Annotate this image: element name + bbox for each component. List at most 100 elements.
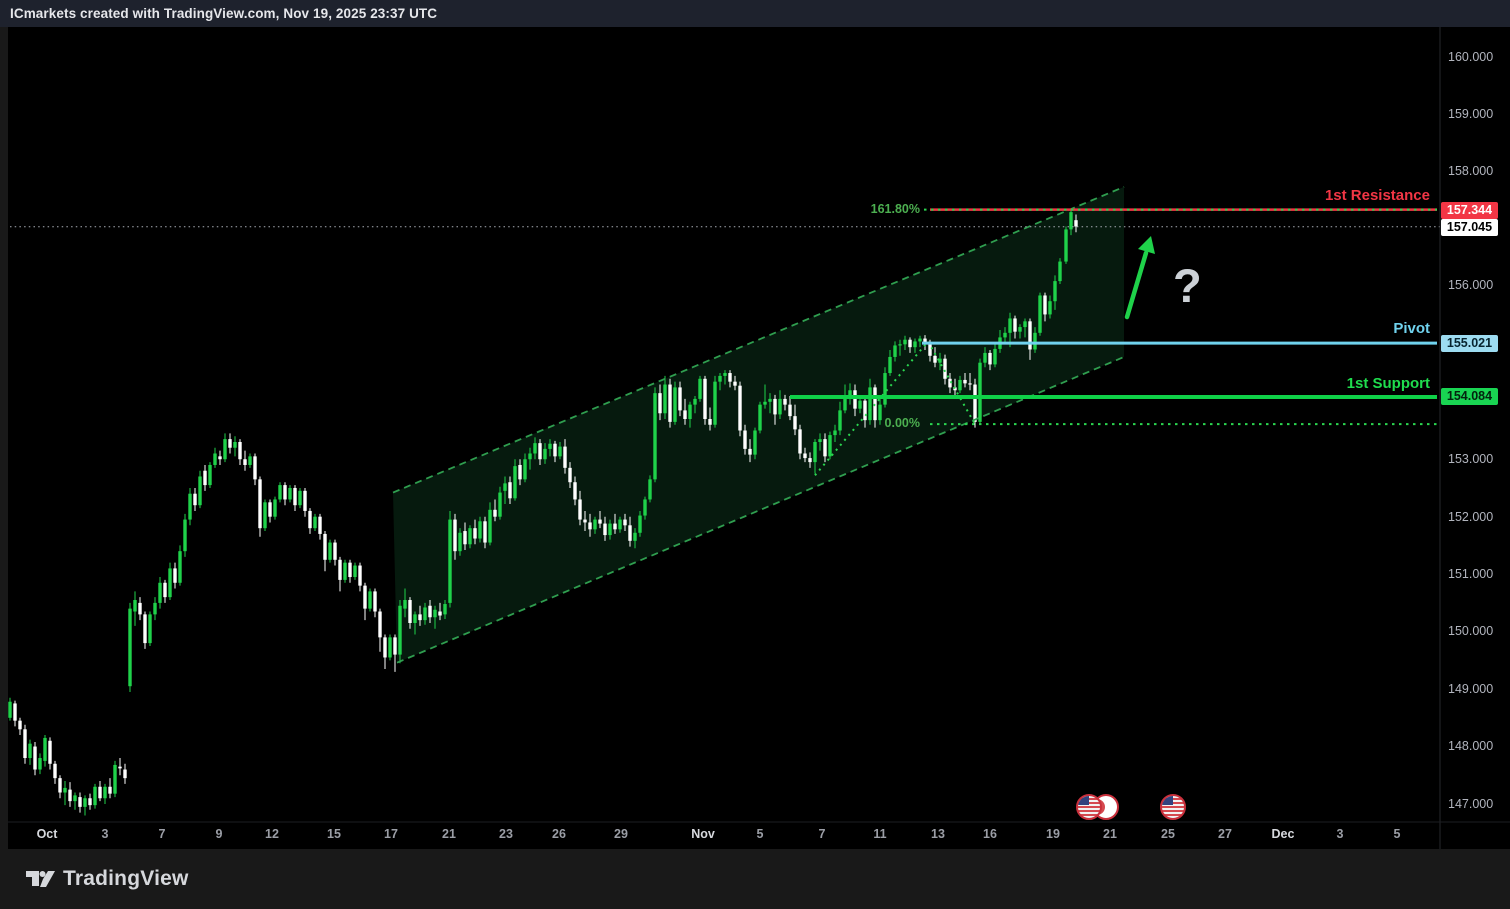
candle bbox=[183, 519, 187, 552]
candle bbox=[628, 525, 632, 541]
candle bbox=[113, 764, 117, 794]
time-axis-label: 11 bbox=[873, 827, 887, 841]
candle bbox=[948, 378, 952, 388]
candle bbox=[493, 509, 497, 517]
candle bbox=[873, 387, 877, 421]
candle bbox=[898, 344, 902, 346]
candle bbox=[18, 720, 22, 730]
candle bbox=[268, 502, 272, 517]
candle bbox=[773, 398, 777, 415]
candle bbox=[543, 448, 547, 460]
candle bbox=[383, 637, 387, 658]
candle bbox=[618, 519, 622, 530]
candle bbox=[818, 439, 822, 442]
candle bbox=[353, 565, 357, 578]
candle bbox=[463, 531, 467, 545]
candle bbox=[788, 404, 792, 417]
candle bbox=[598, 519, 602, 524]
candle bbox=[578, 499, 582, 520]
price-axis-label: 153.000 bbox=[1448, 451, 1494, 466]
candle bbox=[248, 456, 252, 465]
candle bbox=[973, 384, 977, 422]
candle bbox=[288, 487, 292, 500]
candle bbox=[93, 786, 97, 806]
candle bbox=[308, 510, 312, 529]
time-axis-label: 23 bbox=[499, 827, 513, 841]
candle bbox=[283, 485, 287, 500]
time-axis-label: 7 bbox=[158, 827, 166, 841]
candle bbox=[68, 789, 72, 802]
candle bbox=[953, 387, 957, 391]
candle bbox=[258, 479, 262, 529]
candle bbox=[173, 568, 177, 583]
candle bbox=[883, 373, 887, 405]
candle bbox=[943, 358, 947, 379]
price-axis-label: 149.000 bbox=[1448, 681, 1494, 696]
tradingview-logo-text: TradingView bbox=[63, 867, 189, 890]
price-axis-label: 152.000 bbox=[1448, 509, 1494, 524]
candle bbox=[488, 509, 492, 543]
candle bbox=[623, 519, 627, 526]
tradingview-logo[interactable]: TradingView bbox=[25, 867, 189, 891]
candle bbox=[98, 786, 102, 799]
candle bbox=[358, 565, 362, 586]
candle bbox=[528, 453, 532, 460]
candle bbox=[523, 459, 527, 480]
time-axis-label: 7 bbox=[818, 827, 826, 841]
candle bbox=[1028, 321, 1032, 350]
candle bbox=[1069, 212, 1073, 230]
candle bbox=[263, 502, 267, 529]
footer-bar: TradingView bbox=[0, 849, 1510, 909]
candle bbox=[78, 797, 82, 807]
candle bbox=[413, 614, 417, 623]
candle bbox=[853, 390, 857, 409]
candle bbox=[1033, 332, 1037, 350]
time-axis-label: 5 bbox=[1393, 827, 1401, 841]
candle bbox=[833, 430, 837, 436]
resistance-price-badge: 157.344 bbox=[1441, 201, 1498, 219]
candle bbox=[678, 387, 682, 411]
candle bbox=[513, 466, 517, 499]
us-flag-icon[interactable] bbox=[1160, 794, 1186, 820]
time-axis-label: Oct bbox=[36, 827, 58, 841]
candle bbox=[273, 499, 277, 517]
candle bbox=[83, 798, 87, 807]
candle bbox=[403, 600, 407, 609]
candle bbox=[473, 528, 477, 539]
candle bbox=[738, 385, 742, 431]
candle bbox=[823, 439, 827, 457]
candle bbox=[663, 384, 667, 414]
candle bbox=[1018, 327, 1022, 332]
time-axis-label: 27 bbox=[1218, 827, 1232, 841]
tradingview-logo-icon bbox=[26, 871, 55, 887]
candle bbox=[568, 467, 572, 483]
candle bbox=[888, 356, 892, 374]
candle bbox=[218, 456, 222, 460]
chart-plot-background bbox=[8, 27, 1510, 849]
candle bbox=[153, 602, 157, 615]
us-flag-icon[interactable] bbox=[1076, 794, 1102, 820]
price-axis-label: 160.000 bbox=[1448, 49, 1494, 64]
time-axis-label: 3 bbox=[1336, 827, 1344, 841]
candle bbox=[553, 443, 557, 457]
candle bbox=[928, 344, 932, 356]
candle bbox=[728, 373, 732, 382]
candle bbox=[778, 398, 782, 415]
time-axis-label: Nov bbox=[691, 827, 715, 841]
candle bbox=[563, 446, 567, 468]
time-axis-label: 12 bbox=[265, 827, 279, 841]
candle bbox=[63, 787, 67, 793]
candle bbox=[293, 487, 297, 506]
candle bbox=[703, 378, 707, 420]
candle bbox=[858, 400, 862, 409]
candle bbox=[613, 523, 617, 530]
candle bbox=[108, 786, 112, 794]
candle bbox=[453, 519, 457, 552]
time-axis-label: 15 bbox=[327, 827, 341, 841]
candle bbox=[243, 459, 247, 465]
candle bbox=[683, 410, 687, 420]
candle bbox=[418, 614, 422, 621]
candle bbox=[573, 482, 577, 500]
